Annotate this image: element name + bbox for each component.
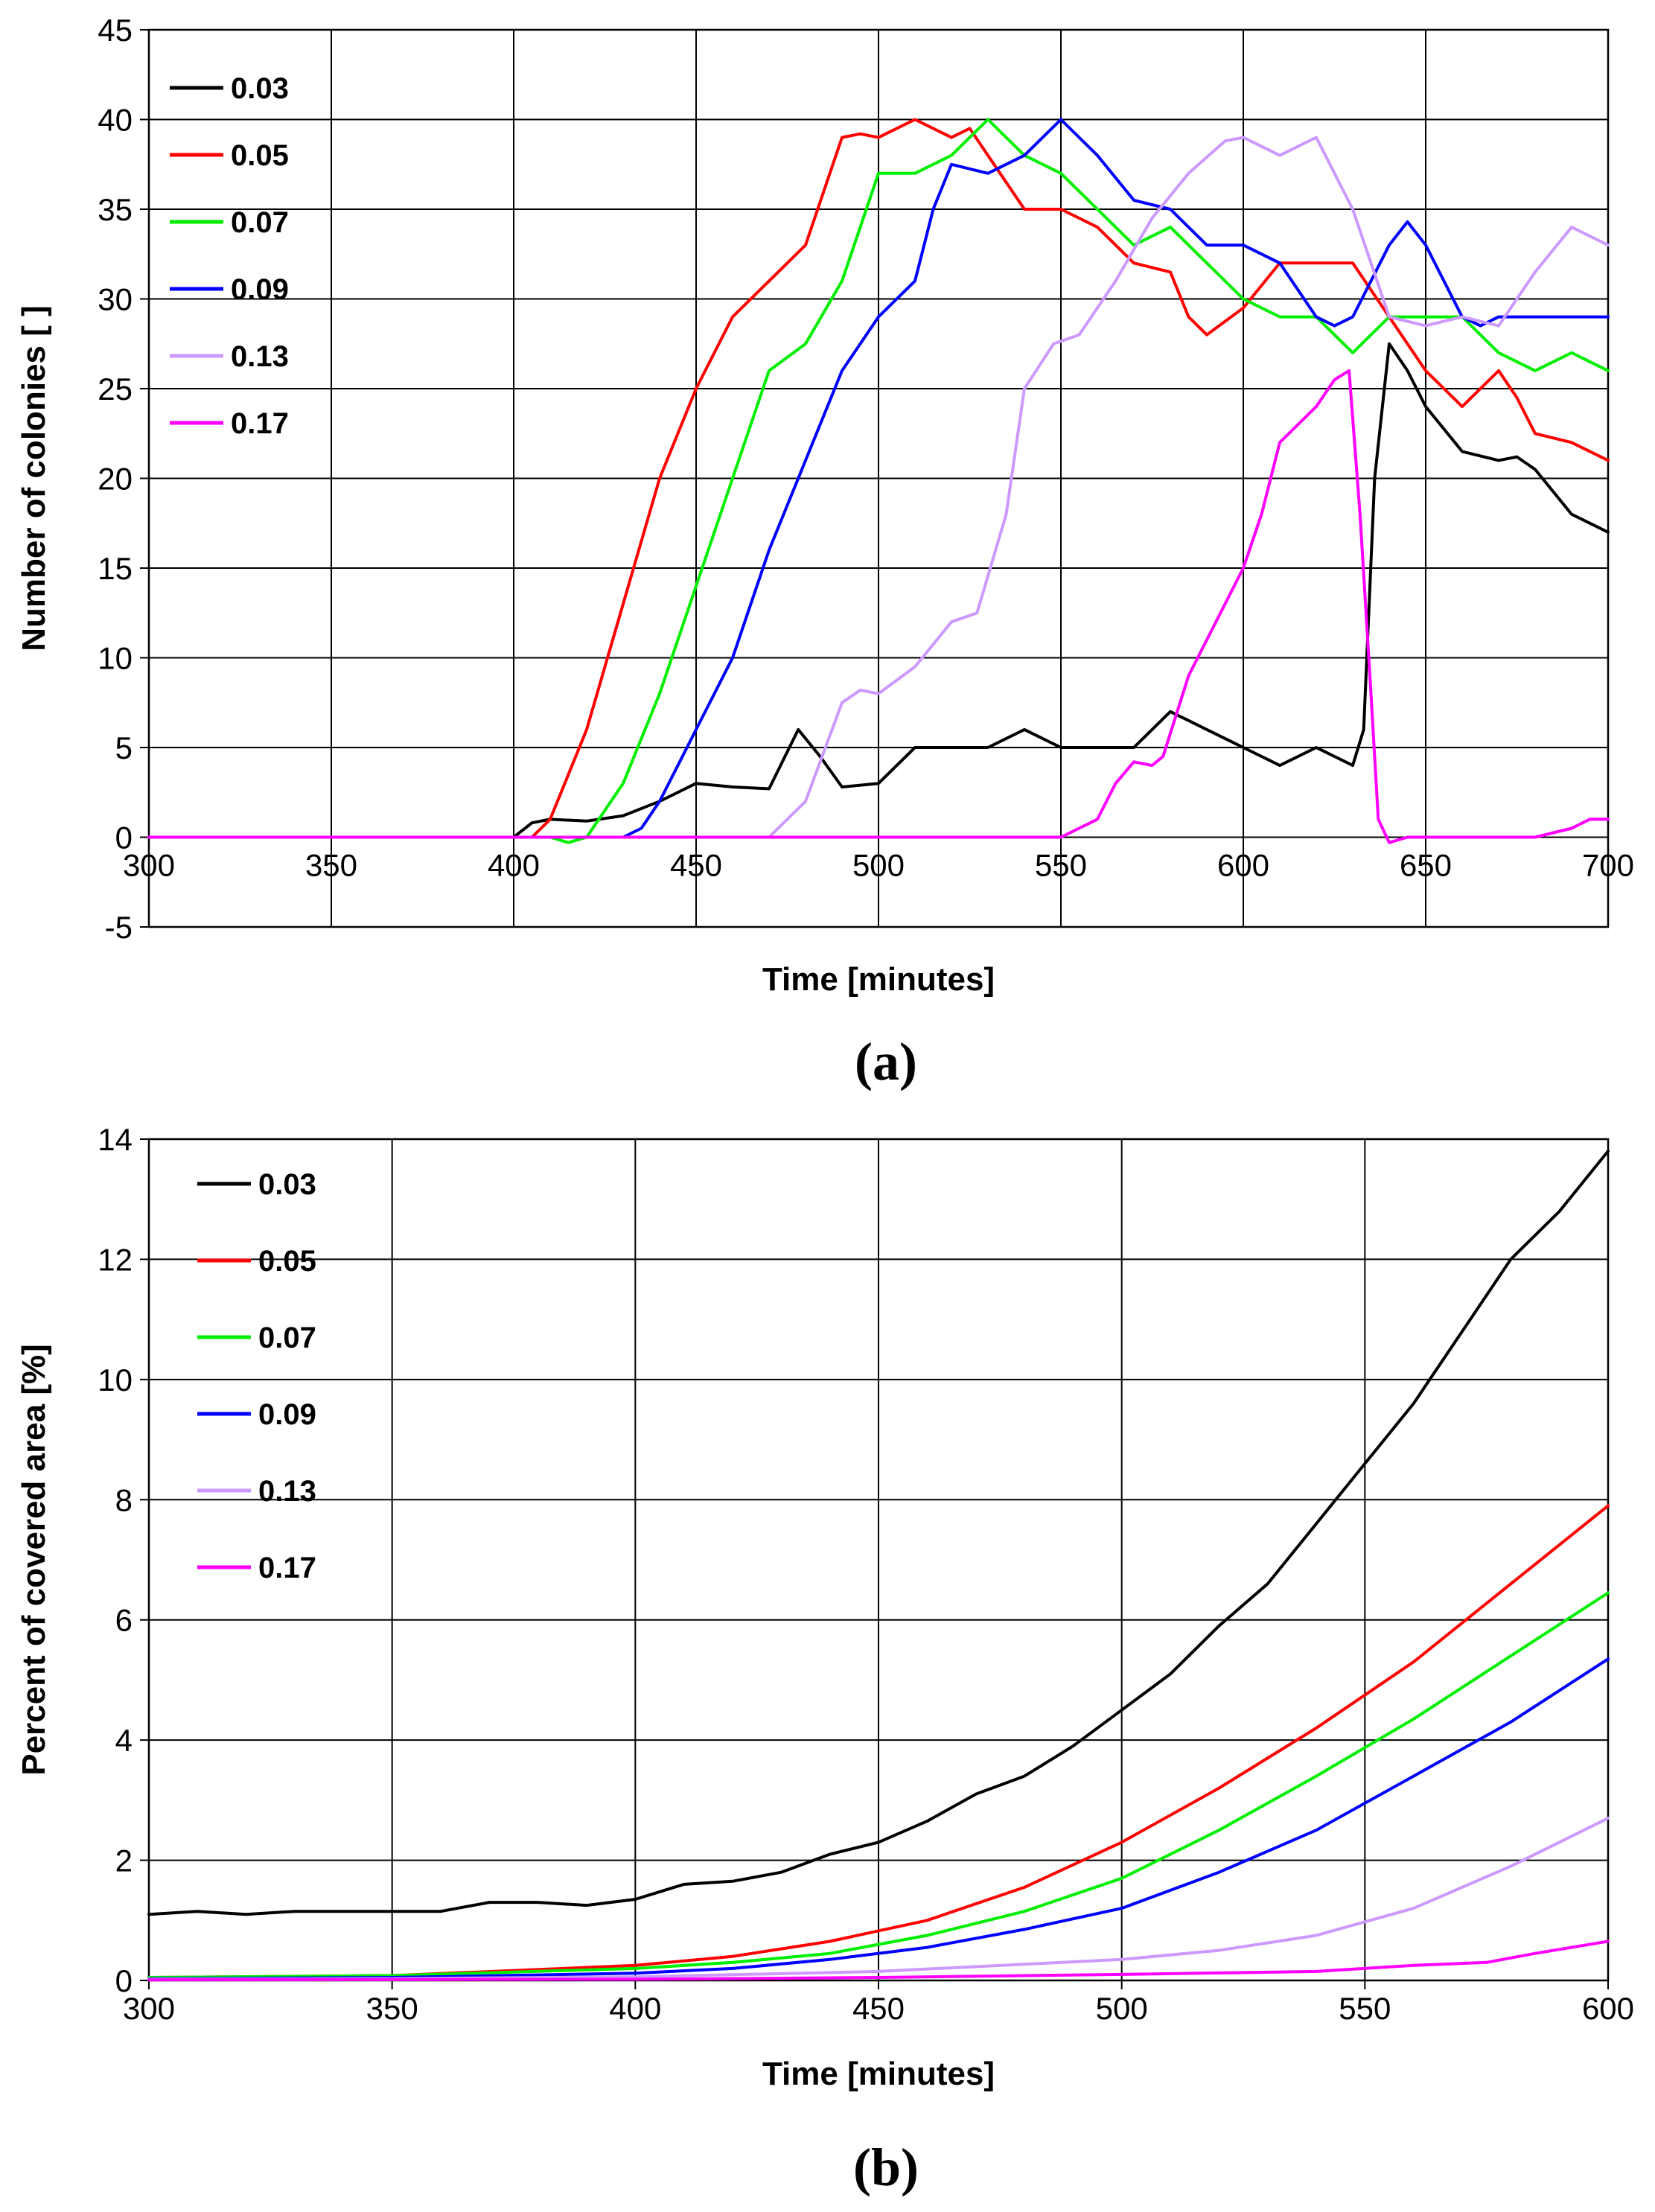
legend-label: 0.13 xyxy=(258,1475,316,1508)
series-line-0-03 xyxy=(147,342,1610,839)
legend-label: 0.09 xyxy=(258,1398,316,1431)
y-tick-label: 30 xyxy=(98,282,133,317)
series-line-0-17 xyxy=(147,369,1610,844)
x-tick-label: 450 xyxy=(670,848,722,883)
legend-label: 0.17 xyxy=(258,1552,316,1584)
series-line-0-09 xyxy=(147,118,1610,839)
series-line-0-07 xyxy=(147,1591,1610,1979)
y-axis-title: Number of colonies [ ] xyxy=(16,305,52,651)
y-tick-label: 10 xyxy=(98,1362,133,1397)
y-tick-label: 12 xyxy=(98,1242,133,1277)
y-tick-label: 40 xyxy=(98,103,133,138)
y-tick-label: 25 xyxy=(98,372,133,407)
legend-label: 0.03 xyxy=(258,1168,316,1201)
series-line-0-05 xyxy=(147,1504,1610,1979)
y-tick-label: 5 xyxy=(115,730,133,765)
y-axis-title: Percent of covered area [%] xyxy=(16,1344,52,1776)
legend-label: 0.05 xyxy=(231,139,289,172)
legend-label: 0.07 xyxy=(258,1322,316,1354)
legend-label: 0.07 xyxy=(231,206,289,239)
y-tick-label: 45 xyxy=(98,13,133,48)
legend: 0.03 0.05 0.07 0.09 0.13 0.17 xyxy=(170,72,289,440)
x-tick-label: 400 xyxy=(488,848,540,883)
x-tick-label: 350 xyxy=(366,1991,418,2026)
x-tick-label: 700 xyxy=(1582,848,1634,883)
panel-label: (b) xyxy=(853,2138,919,2197)
x-tick-label: 550 xyxy=(1035,848,1087,883)
legend-label: 0.17 xyxy=(231,407,289,440)
x-tick-label: 600 xyxy=(1217,848,1269,883)
series-line-0-09 xyxy=(147,1657,1610,1980)
legend: 0.03 0.05 0.07 0.09 0.13 0.17 xyxy=(197,1168,316,1584)
legend-label: 0.09 xyxy=(231,273,289,306)
y-tick-label: 10 xyxy=(98,641,133,676)
y-tick-label: 4 xyxy=(115,1723,133,1758)
chart-panel-b: 300 350 400 450 500 550 600 0 2 4 6 8 10 12 14 0.03 0.05… xyxy=(16,1122,1634,2197)
x-tick-label: 650 xyxy=(1400,848,1452,883)
legend-label: 0.03 xyxy=(231,72,289,105)
series-line-0-03 xyxy=(147,1150,1610,1916)
x-tick-label: 300 xyxy=(123,848,175,883)
y-tick-label: 0 xyxy=(115,1963,133,1998)
x-axis-title: Time [minutes] xyxy=(762,961,995,998)
y-tick-label: 0 xyxy=(115,820,133,855)
series-line-0-17 xyxy=(147,1940,1610,1982)
x-axis-title: Time [minutes] xyxy=(762,2056,995,2092)
series-line-0-07 xyxy=(147,118,1610,844)
y-tick-label: -5 xyxy=(105,910,133,945)
panel-label: (a) xyxy=(855,1032,917,1091)
x-tick-label: 400 xyxy=(609,1991,661,2026)
legend-label: 0.13 xyxy=(231,340,289,373)
x-tick-label: 500 xyxy=(1096,1991,1148,2026)
chart-panel-a: 300 350 400 450 500 550 600 650 700 -5 0 5 10 15 20 25 3… xyxy=(16,13,1634,1091)
x-tick-label: 600 xyxy=(1582,1991,1634,2026)
series-line-0-05 xyxy=(147,118,1610,839)
y-tick-label: 15 xyxy=(98,551,133,586)
y-tick-label: 35 xyxy=(98,192,133,227)
y-tick-label: 14 xyxy=(98,1122,133,1157)
y-tick-label: 20 xyxy=(98,462,133,497)
x-tick-label: 550 xyxy=(1339,1991,1391,2026)
y-tick-label: 6 xyxy=(115,1603,133,1638)
x-tick-label: 350 xyxy=(305,848,357,883)
series-line-0-13 xyxy=(147,1817,1610,1981)
y-tick-label: 8 xyxy=(115,1482,133,1517)
x-tick-label: 300 xyxy=(123,1991,175,2026)
x-tick-label: 450 xyxy=(852,1991,905,2026)
y-tick-label: 2 xyxy=(115,1843,133,1878)
series-line-0-13 xyxy=(147,136,1610,839)
legend-label: 0.05 xyxy=(258,1245,316,1278)
x-tick-label: 500 xyxy=(852,848,905,883)
